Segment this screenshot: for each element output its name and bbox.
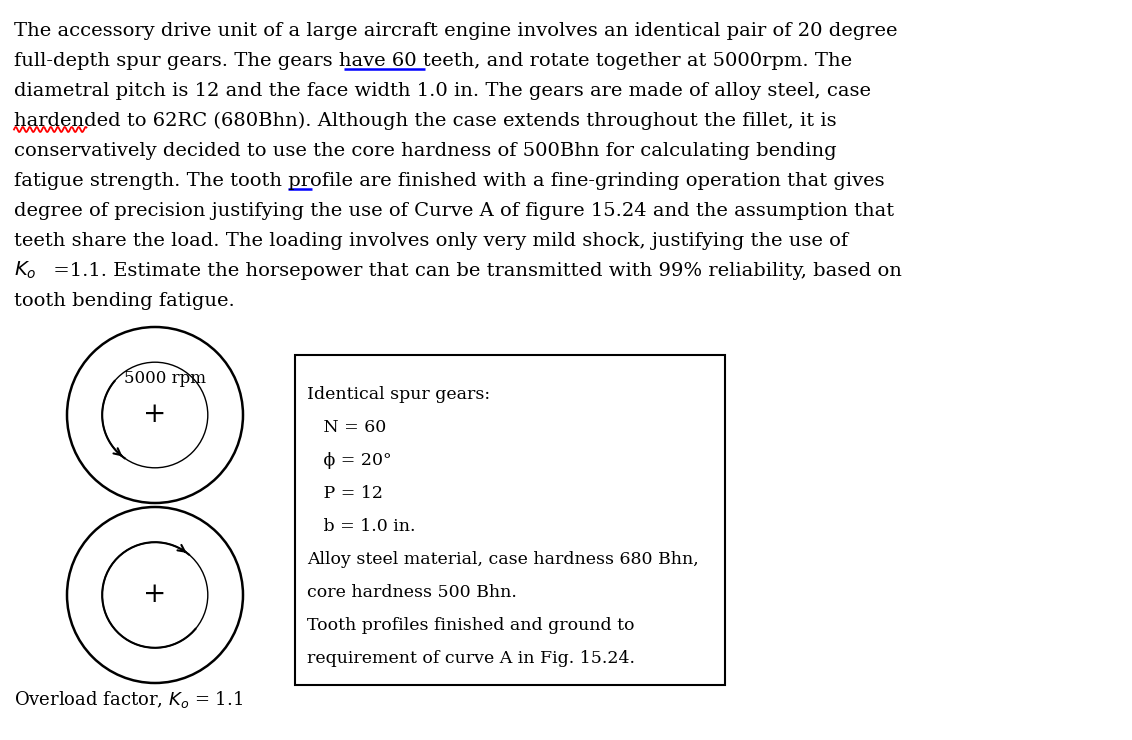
- Text: teeth share the load. The loading involves only very mild shock, justifying the : teeth share the load. The loading involv…: [14, 232, 848, 249]
- Text: 5000 rpm: 5000 rpm: [125, 369, 206, 386]
- Text: $K_o$: $K_o$: [14, 260, 36, 280]
- Text: diametral pitch is 12 and the face width 1.0 in. The gears are made of alloy ste: diametral pitch is 12 and the face width…: [14, 81, 871, 99]
- Text: tooth bending fatigue.: tooth bending fatigue.: [14, 292, 234, 309]
- Text: full-depth spur gears. The gears have 60 teeth, and rotate together at 5000rpm. : full-depth spur gears. The gears have 60…: [14, 52, 852, 70]
- Text: +: +: [144, 582, 166, 608]
- Text: P = 12: P = 12: [307, 485, 383, 502]
- Text: The accessory drive unit of a large aircraft engine involves an identical pair o: The accessory drive unit of a large airc…: [14, 21, 898, 39]
- Bar: [295, 355, 724, 685]
- Text: Identical spur gears:: Identical spur gears:: [307, 386, 490, 403]
- Text: conservatively decided to use the core hardness of 500Bhn for calculating bendin: conservatively decided to use the core h…: [14, 141, 837, 160]
- Text: core hardness 500 Bhn.: core hardness 500 Bhn.: [307, 585, 517, 602]
- Text: Alloy steel material, case hardness 680 Bhn,: Alloy steel material, case hardness 680 …: [307, 551, 698, 568]
- Text: requirement of curve A in Fig. 15.24.: requirement of curve A in Fig. 15.24.: [307, 650, 635, 667]
- Text: ϕ = 20°: ϕ = 20°: [307, 452, 392, 469]
- Text: degree of precision justifying the use of Curve A of figure 15.24 and the assump: degree of precision justifying the use o…: [14, 201, 894, 220]
- Text: N = 60: N = 60: [307, 420, 386, 437]
- Text: fatigue strength. The tooth profile are finished with a fine-grinding operation : fatigue strength. The tooth profile are …: [14, 172, 884, 189]
- Text: +: +: [144, 402, 166, 428]
- Text: b = 1.0 in.: b = 1.0 in.: [307, 519, 415, 536]
- Text: hardended to 62RC (680Bhn). Although the case extends throughout the fillet, it : hardended to 62RC (680Bhn). Although the…: [14, 111, 837, 130]
- Text: =1.1. Estimate the horsepower that can be transmitted with 99% reliability, base: =1.1. Estimate the horsepower that can b…: [48, 261, 902, 280]
- Text: Tooth profiles finished and ground to: Tooth profiles finished and ground to: [307, 617, 635, 634]
- Text: Overload factor, $K_o$ = 1.1: Overload factor, $K_o$ = 1.1: [14, 689, 243, 710]
